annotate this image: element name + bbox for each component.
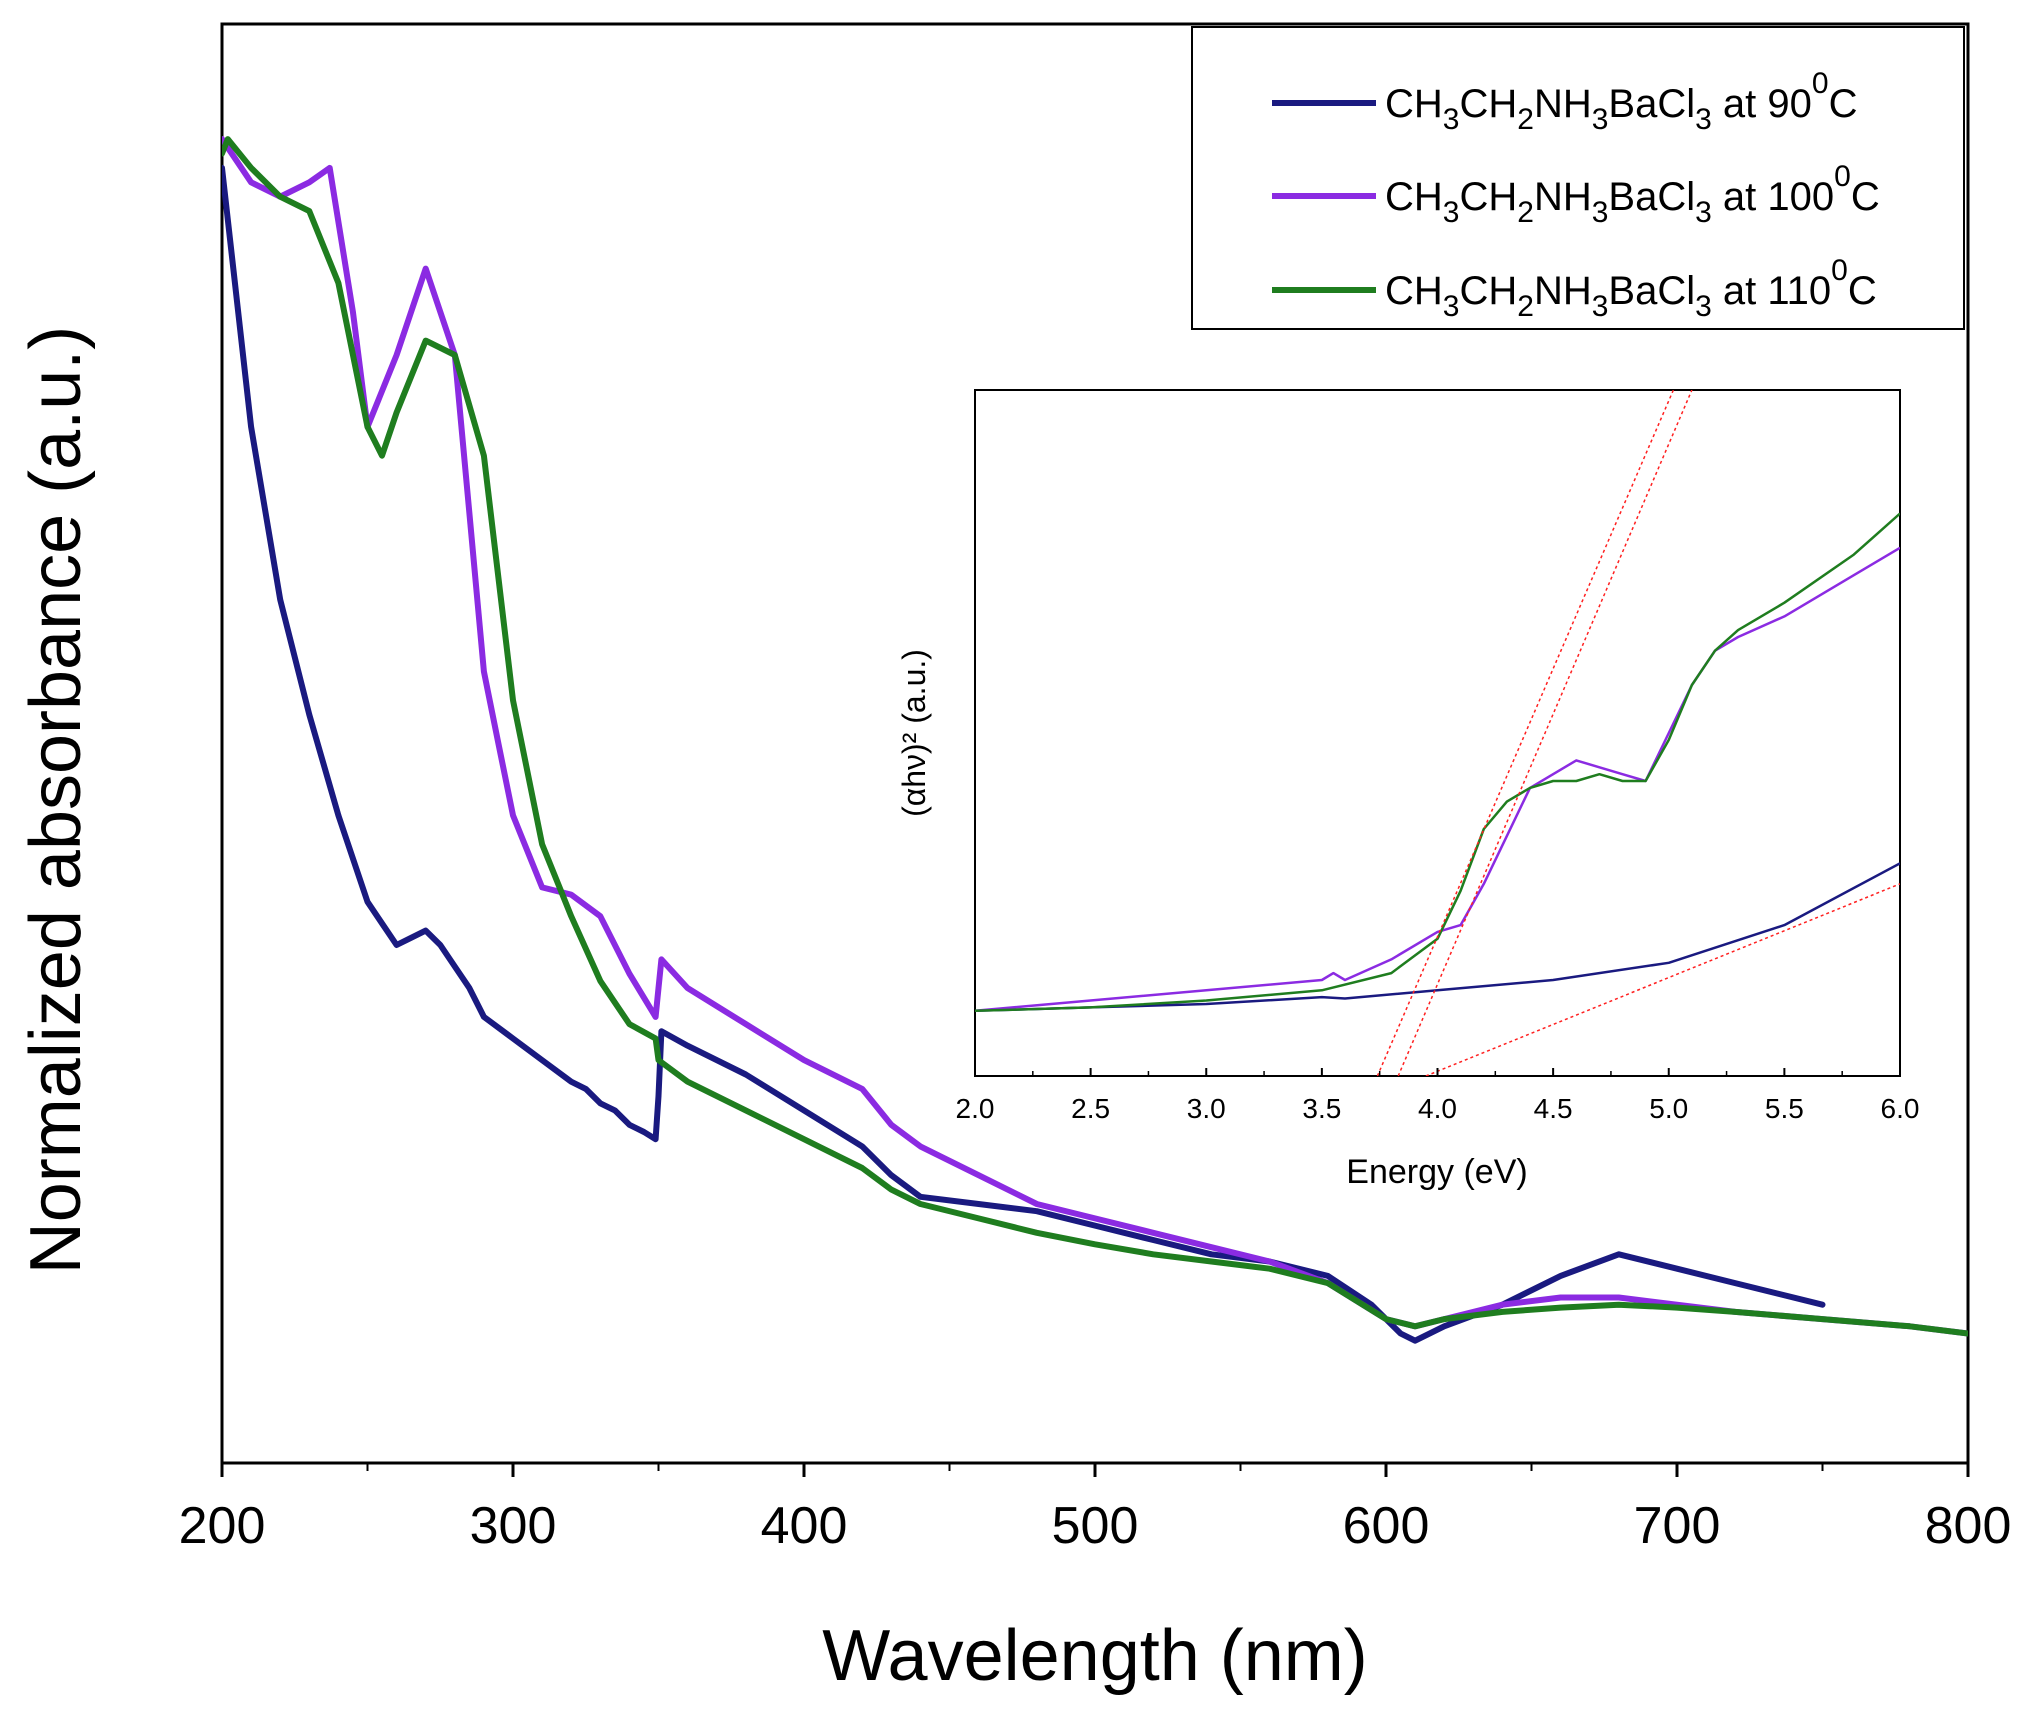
inset-y-axis-title: (αhν)² (a.u.) — [896, 649, 932, 817]
inset-x-tick-label-3: 3.5 — [1302, 1093, 1341, 1124]
inset-x-tick-label-7: 5.5 — [1765, 1093, 1804, 1124]
inset-series-line-2 — [975, 512, 1900, 1013]
main-x-tick-label-2: 400 — [761, 1497, 848, 1555]
legend: CH3CH2NH3BaCl3 at 900C CH3CH2NH3BaCl3 at … — [1272, 67, 1880, 323]
main-series-group — [222, 136, 1968, 1344]
legend-label-0: CH3CH2NH3BaCl3 at 900C — [1385, 67, 1857, 136]
main-series-line-0 — [222, 164, 1826, 1344]
main-x-tick-label-6: 800 — [1925, 1497, 2012, 1555]
inset-series-line-5 — [1376, 390, 1675, 1076]
inset-x-tick-label-2: 3.0 — [1187, 1093, 1226, 1124]
inset-series-line-3 — [1425, 883, 1900, 1076]
main-x-ticks: 200 300 400 500 600 700 800 — [179, 1463, 2012, 1555]
inset-x-tick-label-0: 2.0 — [956, 1093, 995, 1124]
main-x-tick-label-4: 600 — [1343, 1497, 1430, 1555]
inset-x-tick-label-4: 4.0 — [1418, 1093, 1457, 1124]
inset-series-group — [975, 390, 1900, 1076]
main-series-line-1 — [222, 136, 1968, 1337]
inset-x-axis-title: Energy (eV) — [1346, 1153, 1527, 1191]
main-series-line-2 — [222, 136, 1968, 1337]
inset-series-line-0 — [975, 862, 1900, 1013]
inset-plot-frame — [974, 389, 1901, 1077]
legend-box — [1191, 26, 1965, 330]
main-x-tick-label-3: 500 — [1052, 1497, 1139, 1555]
main-x-tick-label-0: 200 — [179, 1497, 266, 1555]
inset-series-line-4 — [1397, 390, 1693, 1076]
inset-x-tick-label-6: 5.0 — [1649, 1093, 1688, 1124]
main-x-tick-label-5: 700 — [1634, 1497, 1721, 1555]
inset-x-ticks: 2.0 2.5 3.0 3.5 4.0 4.5 5.0 5.5 6.0 — [956, 1068, 1920, 1124]
inset-x-tick-label-5: 4.5 — [1534, 1093, 1573, 1124]
legend-label-2: CH3CH2NH3BaCl3 at 1100C — [1385, 254, 1877, 323]
main-x-tick-label-1: 300 — [470, 1497, 557, 1555]
inset-x-tick-label-8: 6.0 — [1881, 1093, 1920, 1124]
main-y-axis-title: Normalized absorbance (a.u.) — [16, 326, 96, 1274]
main-x-axis-title: Wavelength (nm) — [822, 1616, 1368, 1696]
inset-x-tick-label-1: 2.5 — [1071, 1093, 1110, 1124]
legend-label-1: CH3CH2NH3BaCl3 at 1000C — [1385, 160, 1880, 229]
